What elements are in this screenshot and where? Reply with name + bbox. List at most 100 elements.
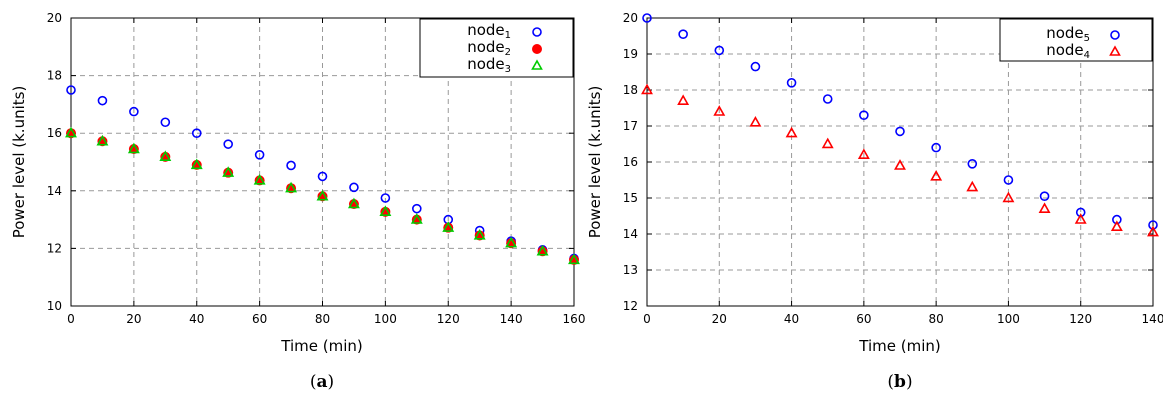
panel-b-x-axis-label: Time (min): [858, 337, 940, 355]
panel-b-series-2-point-13: [1110, 220, 1123, 231]
panel-a-series-3-point-15: [536, 244, 549, 256]
panel-a-y-tick-label-14: 14: [47, 184, 62, 198]
panel-a-series-3-point-11: [410, 213, 423, 224]
panel-b-series-1-point-11: [1039, 191, 1050, 201]
panel-b-series-1-point-5: [822, 94, 833, 104]
panel-a: 0 20 40 60 80 100 120 140 160 10 12 14 16 18 20 Time (…: [10, 11, 585, 392]
panel-b-caption: (b): [887, 372, 912, 392]
panel-a-ticks: 0 20 40 60 80 100 120 140 160 10 12 14 16 18 20: [47, 11, 586, 326]
panel-a-series-3-point-13: [473, 229, 486, 240]
panel-a-series-1-point-11: [412, 203, 422, 214]
panel-b-series-1-point-7: [895, 126, 905, 137]
panel-b-grid: [647, 18, 1153, 306]
panel-a-series-3-point-5: [222, 166, 235, 177]
panel-b-series-2-point-4: [785, 126, 798, 138]
panel-b-series-1-point-3: [750, 61, 761, 72]
panel-a-y-tick-label-20: 20: [47, 11, 62, 25]
panel-b-y-tick-label-19: 19: [623, 47, 638, 61]
panel-a-points: [65, 85, 580, 265]
panel-a-series-3-point-6: [253, 173, 266, 185]
panel-b-y-tick-label-12: 12: [623, 299, 638, 313]
panel-b-x-tick-label-80: 80: [929, 312, 944, 326]
panel-b-series-2-point-3: [749, 115, 762, 127]
panel-a-series-3-point-4: [190, 158, 203, 170]
panel-b-y-tick-label-13: 13: [623, 263, 638, 277]
panel-b-series-2-point-2: [713, 105, 726, 116]
panel-a-legend: node1 node2 node3: [419, 18, 574, 78]
panel-b-series-1-point-8: [931, 142, 941, 153]
panel-a-series-3-point-16: [568, 253, 580, 265]
panel-b-x-tick-label-140: 140: [1142, 312, 1163, 326]
panel-b-series-2-point-9: [966, 180, 979, 192]
panel-b-series-1-point-2: [714, 45, 725, 56]
panel-b-series-1-point-0: [642, 13, 652, 23]
panel-a-y-tick-label-18: 18: [47, 69, 62, 83]
panel-b-series-2-point-12: [1074, 213, 1087, 224]
panel-a-series-1-point-5: [223, 139, 233, 149]
panel-b: 0 20 40 60 80 100 120 140 12 13 14 15 16 17 18 19 20 Tim…: [586, 11, 1163, 392]
panel-a-series-1-point-3: [160, 117, 171, 128]
panel-b-y-tick-label-16: 16: [623, 155, 638, 169]
panel-a-series-3-point-14: [505, 236, 518, 248]
panel-a-caption: (a): [310, 372, 334, 392]
panel-a-legend-box: [419, 18, 574, 78]
panel-a-x-tick-label-20: 20: [126, 312, 141, 326]
panel-a-series-1-point-6: [254, 150, 265, 160]
panel-b-series-2-point-5: [821, 137, 834, 149]
panel-b-series-2-point-1: [677, 94, 690, 105]
panel-a-legend-label-2: node2: [467, 38, 511, 58]
panel-a-series-1-point-10: [380, 193, 391, 203]
panel-a-series-3-point-9: [347, 197, 360, 209]
panel-a-y-tick-label-10: 10: [47, 299, 62, 313]
panel-a-series-1-point-4: [191, 128, 202, 138]
panel-b-y-axis-label: Power level (k.units): [586, 86, 604, 239]
panel-b-legend-marker-1: [1110, 30, 1120, 40]
panel-a-series-3-point-8: [316, 189, 329, 201]
panel-a-y-tick-label-16: 16: [47, 126, 62, 140]
panel-b-legend-label-2: node4: [1046, 41, 1090, 61]
panel-b-points: [641, 13, 1159, 237]
panel-a-series-1-point-7: [286, 160, 296, 171]
panel-b-x-tick-label-20: 20: [712, 312, 727, 326]
panel-a-y-axis-label: Power level (k.units): [10, 86, 28, 239]
panel-a-x-tick-label-80: 80: [315, 312, 330, 326]
panel-b-series-2-point-8: [930, 169, 943, 181]
panel-b-y-tick-label-18: 18: [623, 83, 638, 97]
panel-b-y-tick-label-15: 15: [623, 191, 638, 205]
panel-b-series-2-point-0: [641, 83, 653, 95]
panel-b-series-1-point-6: [859, 110, 869, 120]
panel-b-x-tick-label-40: 40: [784, 312, 799, 326]
panel-a-series-3-point-0: [65, 126, 77, 138]
panel-a-x-tick-label-60: 60: [252, 312, 267, 326]
panel-b-series-2-point-7: [894, 159, 906, 170]
panel-b-y-tick-label-20: 20: [623, 11, 638, 25]
panel-b-legend: node5 node4: [999, 18, 1153, 62]
panel-a-series-3-point-3: [159, 150, 172, 162]
panel-a-legend-marker-3: [531, 59, 543, 70]
panel-a-series-3-point-10: [379, 205, 392, 217]
panel-a-series-1-point-8: [317, 171, 328, 182]
panel-b-series-2-point-6: [857, 148, 870, 159]
panel-a-x-tick-label-40: 40: [189, 312, 204, 326]
panel-a-series-3-point-2: [127, 142, 140, 154]
panel-b-x-tick-label-100: 100: [997, 312, 1020, 326]
panel-a-legend-label-1: node1: [467, 21, 511, 41]
panel-a-x-axis-label: Time (min): [280, 337, 362, 355]
panel-a-x-tick-label-140: 140: [500, 312, 523, 326]
panel-b-x-tick-label-120: 120: [1069, 312, 1092, 326]
panel-b-ticks: 0 20 40 60 80 100 120 140 12 13 14 15 16 17 18 19 20: [623, 11, 1163, 326]
panel-a-series-3-point-12: [442, 221, 455, 232]
panel-a-y-tick-label-12: 12: [47, 241, 62, 255]
panel-a-legend-marker-1: [532, 27, 542, 37]
panel-b-series-2-point-11: [1038, 202, 1051, 213]
panel-b-legend-marker-2: [1109, 45, 1121, 56]
panel-a-x-tick-label-0: 0: [67, 312, 75, 326]
panel-b-series-2-point-10: [1002, 191, 1015, 203]
panel-a-legend-marker-2: [532, 44, 542, 54]
panel-a-x-tick-label-100: 100: [374, 312, 397, 326]
panel-a-series-1-point-2: [129, 106, 139, 117]
panel-b-x-tick-label-0: 0: [643, 312, 651, 326]
panel-b-series-1-point-10: [1003, 175, 1014, 185]
panel-a-series-1-point-9: [349, 182, 359, 193]
